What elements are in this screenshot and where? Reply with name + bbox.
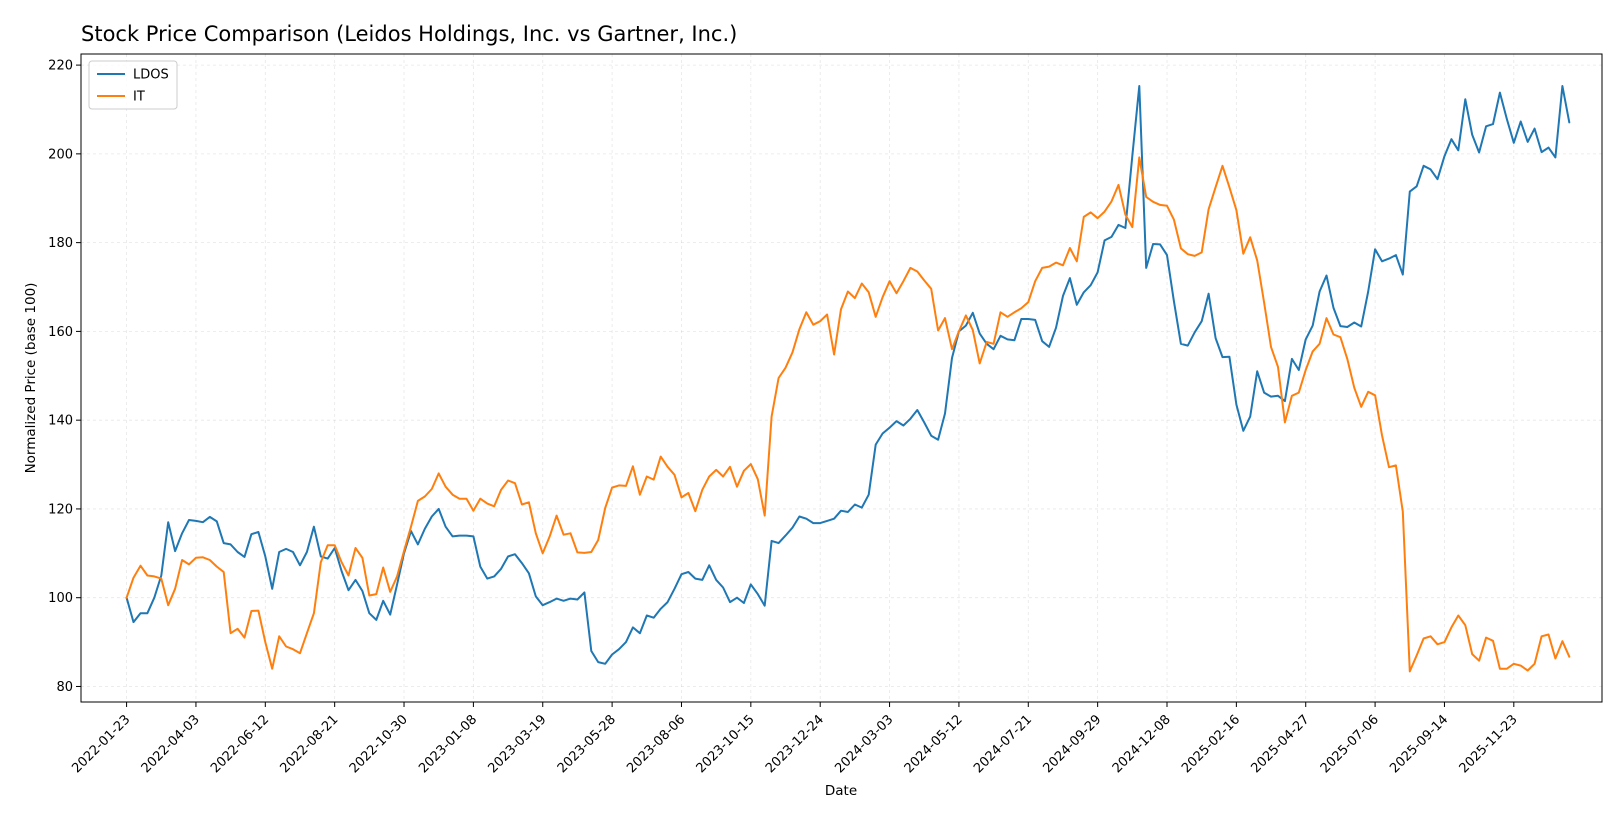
legend: LDOS IT — [88, 60, 178, 110]
series-line-ldos — [125, 85, 1571, 665]
y-tick-label: 100 — [48, 591, 73, 606]
y-axis: 80 100 120 140 160 180 200 220 — [48, 59, 81, 695]
legend-label-ldos: LDOS — [133, 68, 169, 83]
y-tick-label: 180 — [48, 236, 73, 251]
y-tick-label: 220 — [48, 59, 73, 74]
y-tick-label: 200 — [48, 147, 73, 162]
y-axis-label: Normalized Price (base 100) — [23, 283, 39, 474]
grid-lines — [81, 54, 1602, 702]
plot-area-frame — [80, 53, 1603, 703]
y-tick-label: 80 — [56, 680, 73, 695]
legend-label-it: IT — [133, 90, 145, 105]
y-tick-label: 120 — [48, 502, 73, 517]
y-tick-label: 160 — [48, 325, 73, 340]
x-axis-label: Date — [825, 783, 857, 799]
series-layer — [125, 85, 1571, 673]
y-tick-label: 140 — [48, 414, 73, 429]
series-line-it — [125, 156, 1571, 673]
chart-title: Stock Price Comparison (Leidos Holdings,… — [81, 22, 737, 46]
